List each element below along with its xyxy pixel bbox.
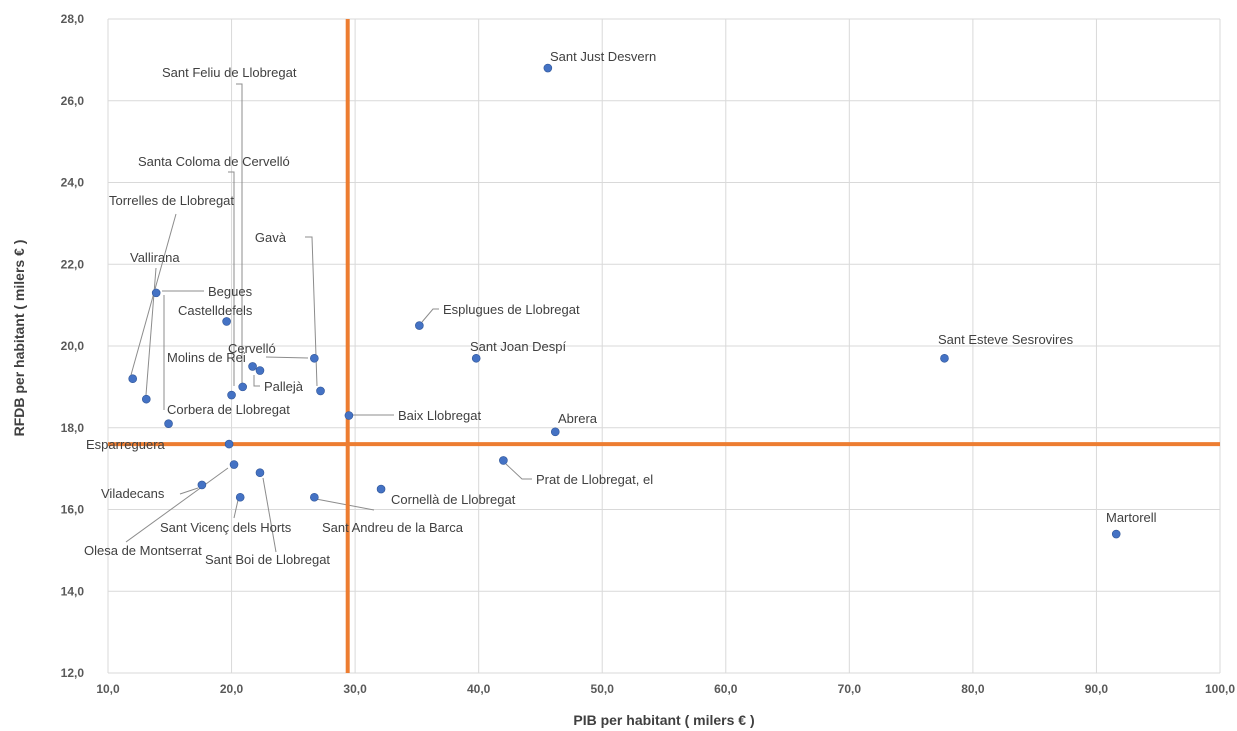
leader-line: [253, 375, 260, 387]
data-point: [543, 63, 553, 73]
x-tick-label: 20,0: [220, 682, 244, 696]
x-tick-label: 60,0: [714, 682, 738, 696]
data-point: [229, 460, 239, 469]
y-tick-label: 20,0: [61, 339, 85, 353]
point-label: Begues: [208, 284, 253, 299]
point-label: Sant Esteve Sesrovires: [938, 332, 1074, 347]
point-label: Esplugues de Llobregat: [443, 302, 580, 317]
point-label: Baix Llobregat: [398, 408, 481, 423]
axis-ticks: 10,0 20,0 30,0 40,0 50,0 60,0 70,0 80,0 90,0 100,…: [61, 12, 1236, 696]
data-point: [310, 353, 319, 363]
data-point: [550, 427, 560, 437]
point-label: Santa Coloma de Cervelló: [138, 154, 290, 169]
x-tick-label: 90,0: [1085, 682, 1109, 696]
data-point: [142, 394, 151, 404]
point-label: Martorell: [1106, 510, 1157, 525]
x-axis-title: PIB per habitant ( milers € ): [573, 712, 754, 728]
y-tick-label: 14,0: [61, 584, 85, 598]
x-tick-label: 40,0: [467, 682, 491, 696]
data-point: [255, 468, 265, 478]
data-point: [248, 362, 257, 371]
point-label: Pallejà: [264, 379, 304, 394]
point-label: Castelldefels: [178, 303, 253, 318]
data-point: [227, 390, 236, 400]
point-label: Esparreguera: [86, 437, 166, 452]
data-point: [499, 456, 508, 465]
point-label: Sant Boi de Llobregat: [205, 552, 330, 567]
point-label: Gavà: [255, 230, 287, 245]
leader-line: [145, 267, 157, 396]
x-tick-label: 50,0: [591, 682, 615, 696]
y-tick-label: 12,0: [61, 666, 85, 680]
point-label: Sant Andreu de la Barca: [322, 520, 464, 535]
y-tick-label: 28,0: [61, 12, 85, 26]
data-point: [376, 484, 386, 494]
leader-line: [228, 171, 235, 386]
point-label: Sant Just Desvern: [550, 49, 656, 64]
data-point: [310, 492, 319, 502]
leader-line: [233, 499, 239, 519]
data-point: [415, 321, 424, 330]
point-label: Cornellà de Llobregat: [391, 492, 516, 507]
x-tick-label: 70,0: [838, 682, 862, 696]
point-label: Sant Vicenç dels Horts: [160, 520, 292, 535]
y-axis-title: RFDB per habitant ( milers € ): [11, 240, 27, 437]
data-point: [164, 419, 173, 428]
data-point: [471, 353, 481, 363]
data-point: [255, 366, 265, 375]
leader-line: [505, 463, 532, 480]
leader-line: [421, 308, 439, 323]
data-point: [238, 382, 247, 392]
data-point: [222, 317, 231, 326]
point-label: Vallirana: [130, 250, 180, 265]
point-label: Sant Feliu de Llobregat: [162, 65, 297, 80]
point-label: Sant Joan Despí: [470, 339, 567, 354]
x-tick-label: 100,0: [1205, 682, 1235, 696]
data-point: [224, 439, 234, 449]
data-point: [151, 288, 161, 298]
data-point: [316, 386, 325, 396]
data-point: [344, 411, 354, 420]
leader-line: [236, 83, 243, 386]
leader-line: [315, 498, 375, 511]
y-tick-label: 26,0: [61, 94, 85, 108]
leader-line: [179, 487, 199, 495]
point-label: Corbera de Llobregat: [167, 402, 290, 417]
leader-line: [265, 356, 309, 359]
reference-lines: [108, 19, 1220, 673]
data-point: [128, 374, 138, 384]
leader-line: [125, 467, 229, 543]
leader-line: [262, 477, 277, 553]
point-label: Torrelles de Llobregat: [109, 193, 234, 208]
point-label: Viladecans: [101, 486, 165, 501]
data-points: [128, 63, 1121, 539]
data-point: [1111, 529, 1121, 539]
point-label: Abrera: [558, 411, 598, 426]
y-tick-label: 24,0: [61, 176, 85, 190]
point-label: Molins de Rei: [167, 350, 246, 365]
data-point: [235, 492, 245, 502]
y-tick-label: 16,0: [61, 503, 85, 517]
label-leader-lines: [125, 83, 532, 553]
point-label: Cervelló: [228, 341, 276, 356]
y-tick-label: 18,0: [61, 421, 85, 435]
gridlines: [107, 18, 1221, 674]
data-point: [197, 480, 207, 490]
point-label: Olesa de Montserrat: [84, 543, 202, 558]
point-label: Prat de Llobregat, el: [536, 472, 653, 487]
data-point: [940, 353, 949, 363]
y-tick-label: 22,0: [61, 257, 85, 271]
x-tick-label: 80,0: [961, 682, 985, 696]
point-labels: Sant Just Desvern Sant Feliu de Llobregat…: [84, 49, 1157, 567]
x-tick-label: 10,0: [96, 682, 120, 696]
leader-line: [305, 236, 318, 387]
x-tick-label: 30,0: [343, 682, 367, 696]
